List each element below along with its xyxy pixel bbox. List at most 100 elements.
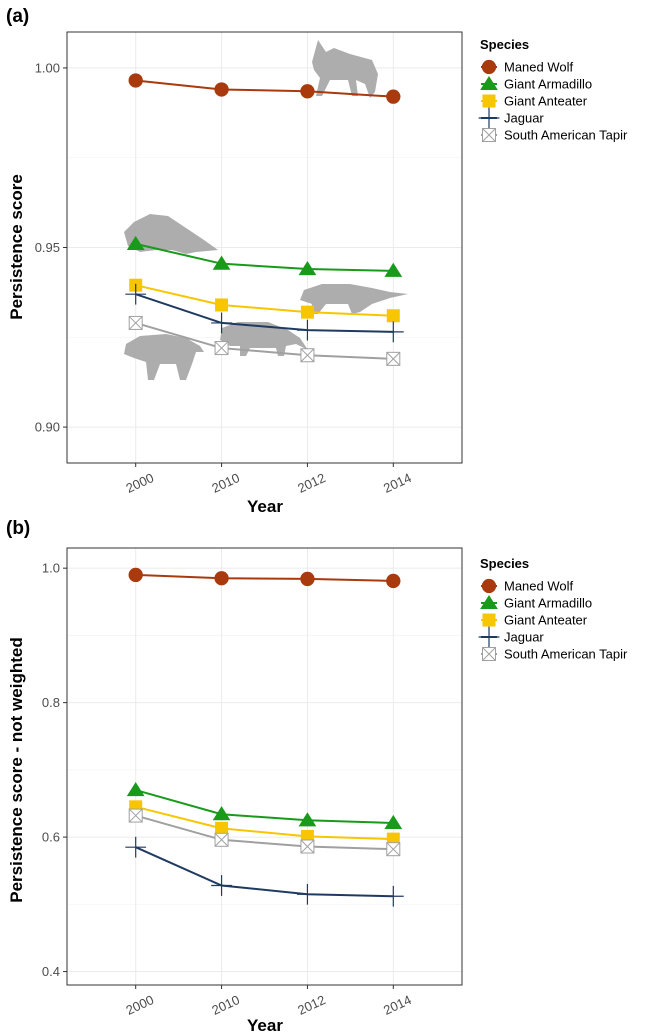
series-giant-anteater-a [129,278,400,323]
panel-b-label: (b) [6,518,30,539]
panel-b: (b) 0.4 0.6 0.8 1.0 2000 2010 2012 2014 Persist… [6,518,628,1035]
series-line-south-american-tapir-a [135,321,394,360]
x-tick-label-b: 2000 [124,992,157,1018]
series-line-jaguar-b [135,846,394,898]
series-south-american-tapir-b [128,808,401,857]
x-tick-label-a: 2014 [381,470,414,496]
series-line-south-american-tapir-b [135,814,394,851]
series-line-maned-wolf-b [135,573,394,582]
data-point-south-american-tapir-2000-b [128,808,143,823]
legend-title-b: Species [480,556,529,571]
series-line-giant-armadillo-b [135,789,394,824]
x-tick-label-a: 2012 [295,470,328,496]
y-tick-label-a: 1.00 [35,60,60,75]
series-giant-armadillo-a [126,235,403,277]
data-point-giant-armadillo-2000-b [126,781,145,797]
legend-label-giant-armadillo-a: Giant Armadillo [504,77,592,92]
series-line-jaguar-a [135,293,394,333]
legend-a: Species Maned Wolf Giant Armadillo Giant A… [478,37,628,143]
x-tick-label-b: 2010 [209,992,242,1018]
legend-title-a: Species [480,37,529,52]
y-tick-label-b: 0.6 [42,830,60,845]
data-point-jaguar-2000-b [125,836,147,858]
x-axis-title-a: Year [247,497,283,516]
data-point-jaguar-2010-b [211,875,232,896]
y-tick-label-a: 0.95 [35,240,60,255]
legend-key-maned-wolf-a [481,59,497,75]
series-maned-wolf-b [128,567,401,589]
legend-key-giant-armadillo-b [480,594,498,610]
data-point-maned-wolf-2000-b [128,567,143,583]
legend-label-maned-wolf-b: Maned Wolf [504,579,574,594]
legend-key-giant-armadillo-a [480,75,498,91]
x-axis-title-b: Year [247,1016,283,1035]
data-point-maned-wolf-2014-b [386,573,401,589]
data-point-maned-wolf-2000-a [128,73,143,88]
y-tick-label-b: 0.4 [42,964,60,979]
legend-label-giant-armadillo-b: Giant Armadillo [504,596,592,611]
x-tick-label-a: 2010 [209,470,242,496]
legend-label-maned-wolf-a: Maned Wolf [504,60,574,75]
data-point-jaguar-2014-a [382,321,404,343]
plot-area-b: 0.4 0.6 0.8 1.0 2000 2010 2012 2014 [42,547,463,1018]
legend-key-jaguar-b [478,626,500,648]
series-line-maned-wolf-a [135,79,394,98]
panel-border-a [66,31,463,464]
legend-b: Species Maned Wolf Giant Armadillo Giant A… [478,556,628,662]
jaguar-icon [220,322,308,356]
series-line-giant-anteater-b [135,805,394,841]
x-tick-label-b: 2012 [295,992,328,1018]
y-tick-label-b: 1.0 [42,561,60,576]
data-point-south-american-tapir-2010-a [214,341,229,356]
legend-label-south-american-tapir-b: South American Tapir [504,647,628,662]
animal-silhouettes [124,40,408,380]
data-point-south-american-tapir-2012-a [300,348,315,363]
data-point-maned-wolf-2012-a [300,84,315,99]
y-tick-label-b: 0.8 [42,695,60,710]
data-point-maned-wolf-2010-b [214,571,229,586]
data-point-giant-anteater-2010-b [215,821,229,835]
plot-area-a: 0.90 0.95 1.00 2000 2010 2012 2014 [35,31,463,496]
data-point-giant-anteater-2012-a [300,305,314,319]
panel-a: (a) 0.90 0.95 1.00 2000 2010 2012 2014 Persist… [6,6,628,516]
data-point-giant-armadillo-2014-b [384,814,403,830]
data-point-jaguar-2000-a [125,283,147,305]
panel-a-label: (a) [6,6,29,27]
data-point-jaguar-2012-a [297,319,318,341]
y-axis-title-b: Persistence score - not weighted [7,637,26,902]
data-point-maned-wolf-2014-a [386,89,401,104]
legend-label-giant-anteater-a: Giant Anteater [504,94,588,109]
series-line-giant-anteater-a [135,284,394,317]
legend-key-jaguar-a [478,107,500,129]
data-point-giant-armadillo-2000-a [126,235,145,250]
series-jaguar-a [125,283,404,343]
data-point-giant-armadillo-2012-b [298,812,317,827]
legend-label-south-american-tapir-a: South American Tapir [504,128,628,143]
data-point-south-american-tapir-2014-a [386,351,401,366]
data-point-jaguar-2010-a [211,312,232,334]
data-point-jaguar-2014-b [382,885,404,907]
tapir-icon [124,334,204,380]
giant-armadillo-icon [124,214,218,254]
data-point-maned-wolf-2012-b [300,571,315,587]
data-point-maned-wolf-2010-a [214,82,229,97]
legend-key-giant-anteater-a [482,94,496,108]
data-point-jaguar-2012-b [297,883,318,905]
maned-wolf-icon [312,40,378,98]
series-maned-wolf-a [128,73,401,104]
series-jaguar-b [125,836,404,907]
data-point-giant-armadillo-2014-a [384,262,403,277]
data-point-giant-armadillo-2012-a [298,260,317,276]
series-giant-anteater-b [129,800,400,846]
x-tick-label-a: 2000 [124,470,157,496]
data-point-giant-armadillo-2010-b [212,806,231,821]
giant-anteater-icon [300,284,408,314]
series-south-american-tapir-a [128,315,401,366]
series-line-giant-armadillo-a [135,242,394,272]
series-giant-armadillo-b [126,781,403,830]
data-point-giant-anteater-2010-a [215,298,229,312]
legend-key-south-american-tapir-a [482,128,496,142]
legend-label-jaguar-b: Jaguar [504,630,544,645]
data-point-south-american-tapir-2000-a [128,315,143,330]
data-point-giant-armadillo-2010-a [212,255,231,270]
